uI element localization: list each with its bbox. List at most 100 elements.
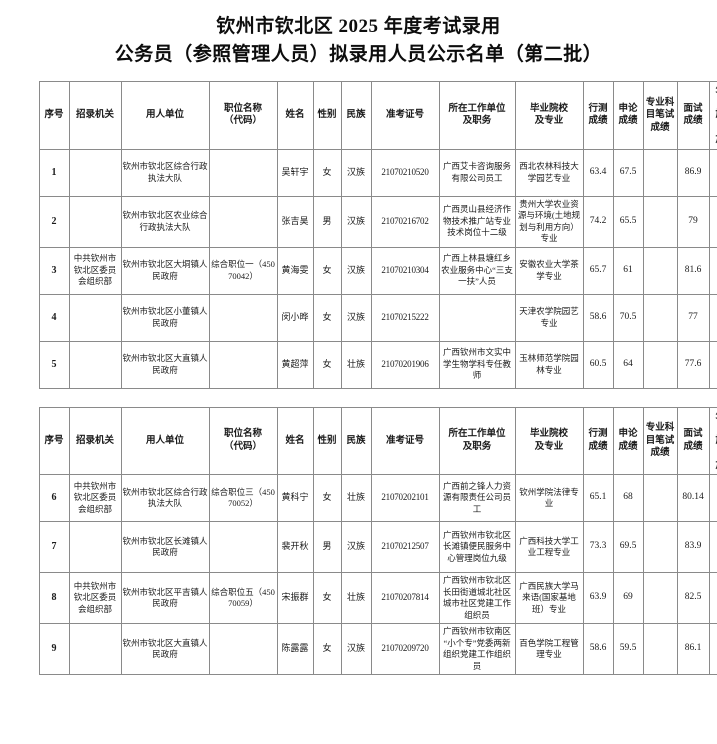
cell-seq: 1 xyxy=(38,148,70,197)
cell-ticket: 21070212507 xyxy=(370,521,440,573)
header-position-line1: 职位名称 xyxy=(223,103,262,114)
header-jiafen-line1: 少数民 xyxy=(715,411,717,434)
header-work-line2: 及职务 xyxy=(462,441,492,452)
cell-mianshi: 86.9 xyxy=(676,148,710,197)
cell-school: 安徽农业大学茶学专业 xyxy=(514,246,584,295)
header-seq: 序号 xyxy=(38,406,70,475)
header-position-line1: 职位名称 xyxy=(223,429,262,440)
header-shenlun-line2: 成绩 xyxy=(618,116,638,127)
page-title: 钦州市钦北区 2025 年度考试录用 公务员（参照管理人员）拟录用人员公示名单（… xyxy=(0,0,717,69)
cell-xingce: 63.4 xyxy=(582,148,614,197)
cell-gender: 女 xyxy=(312,474,342,522)
cell-ethnicity: 汉族 xyxy=(340,195,372,248)
cell-unit: 钦州市钦北区平吉镇人民政府 xyxy=(120,572,210,624)
cell-agency xyxy=(68,148,122,197)
candidates-table-1: 序号 招录机关 用人单位 职位名称 （代码） 姓名 性别 民族 准考证号 所在工… xyxy=(38,81,717,389)
table-row: 6 中共钦州市钦北区委员会组织部 钦州市钦北区综合行政执法大队 综合职位三（45… xyxy=(38,474,717,522)
header-school-line1: 毕业院校 xyxy=(529,429,568,440)
cell-ethnicity: 汉族 xyxy=(340,623,372,675)
cell-seq: 4 xyxy=(38,293,70,342)
table-body-1: 1 钦州市钦北区综合行政执法大队 吴轩宇 女 汉族 21070210520 广西… xyxy=(38,148,717,389)
cell-unit: 钦州市钦北区综合行政执法大队 xyxy=(120,148,210,197)
cell-shenlun: 61 xyxy=(612,246,644,295)
cell-agency xyxy=(68,521,122,573)
cell-shenlun: 64 xyxy=(612,340,644,389)
cell-work: 广西钦州市钦南区“小个专”党委两新组织党建工作组织员 xyxy=(438,623,516,675)
cell-work: 广西艾卡咨询服务有限公司员工 xyxy=(438,148,516,197)
header-work: 所在工作单位 及职务 xyxy=(438,81,516,150)
table-row: 2 钦州市钦北区农业综合行政执法大队 张吉昊 男 汉族 21070216702 … xyxy=(38,195,717,248)
header-school-line2: 及专业 xyxy=(534,116,564,127)
cell-school: 百色学院工程管理专业 xyxy=(514,623,584,675)
cell-position: 综合职位一（45070042） xyxy=(208,246,278,295)
header-shenlun-line1: 申论 xyxy=(618,429,638,440)
cell-xingce: 58.6 xyxy=(582,623,614,675)
header-jiafen: 少数民 族照顾 加分 xyxy=(708,406,717,475)
cell-ethnicity: 壮族 xyxy=(340,340,372,389)
cell-jiafen xyxy=(708,246,717,295)
cell-ticket: 21070215222 xyxy=(370,293,440,342)
cell-work: 广西灵山县经济作物技术推广站专业技术岗位十二级 xyxy=(438,195,516,248)
table-header-row: 序号 招录机关 用人单位 职位名称 （代码） 姓名 性别 民族 准考证号 所在工… xyxy=(38,81,717,150)
cell-ticket: 21070202101 xyxy=(370,474,440,522)
table-row: 5 钦州市钦北区大直镇人民政府 黄超萍 女 壮族 21070201906 广西钦… xyxy=(38,340,717,389)
table-row: 9 钦州市钦北区大直镇人民政府 陈露露 女 汉族 21070209720 广西钦… xyxy=(38,623,717,675)
header-work-line2: 及职务 xyxy=(462,116,492,127)
header-mianshi: 面试 成绩 xyxy=(676,81,710,150)
cell-zhuanye xyxy=(642,293,678,342)
cell-shenlun: 68 xyxy=(612,474,644,522)
header-shenlun-line1: 申论 xyxy=(618,103,638,114)
header-mianshi-line1: 面试 xyxy=(683,429,703,440)
table-row: 8 中共钦州市钦北区委员会组织部 钦州市钦北区平吉镇人民政府 综合职位五（450… xyxy=(38,572,717,624)
cell-seq: 6 xyxy=(38,474,70,522)
header-jiafen-line1: 少数民 xyxy=(715,85,717,108)
table-row: 3 中共钦州市钦北区委员会组织部 钦州市钦北区大垌镇人民政府 综合职位一（450… xyxy=(38,246,717,295)
cell-name: 陈露露 xyxy=(276,623,314,675)
cell-gender: 男 xyxy=(312,195,342,248)
header-work-line1: 所在工作单位 xyxy=(448,103,506,114)
header-zhuanye: 专业科 目笔试 成绩 xyxy=(642,406,678,475)
table-row: 1 钦州市钦北区综合行政执法大队 吴轩宇 女 汉族 21070210520 广西… xyxy=(38,148,717,197)
header-position-line2: （代码） xyxy=(223,116,262,127)
header-zhuanye: 专业科 目笔试 成绩 xyxy=(642,81,678,150)
cell-gender: 女 xyxy=(312,623,342,675)
cell-unit: 钦州市钦北区大直镇人民政府 xyxy=(120,340,210,389)
cell-work: 广西钦州市文实中学生物学科专任教师 xyxy=(438,340,516,389)
cell-school: 天津农学院园艺专业 xyxy=(514,293,584,342)
cell-ethnicity: 汉族 xyxy=(340,148,372,197)
cell-position: 综合职位五（45070059） xyxy=(208,572,278,624)
table-row: 7 钦州市钦北区长滩镇人民政府 裴开秋 男 汉族 21070212507 广西钦… xyxy=(38,521,717,573)
cell-mianshi: 83.9 xyxy=(676,521,710,573)
cell-jiafen xyxy=(708,148,717,197)
cell-zhuanye xyxy=(642,623,678,675)
cell-zhuanye xyxy=(642,521,678,573)
cell-school: 西北农林科技大学园艺专业 xyxy=(514,148,584,197)
table-header-row: 序号 招录机关 用人单位 职位名称 （代码） 姓名 性别 民族 准考证号 所在工… xyxy=(38,406,717,475)
header-agency: 招录机关 xyxy=(68,406,122,475)
header-jiafen-line3: 加分 xyxy=(715,461,717,471)
cell-seq: 3 xyxy=(38,246,70,295)
cell-xingce: 65.7 xyxy=(582,246,614,295)
header-zhuanye-line1: 专业科 xyxy=(645,423,675,433)
cell-gender: 女 xyxy=(312,572,342,624)
header-ethnicity: 民族 xyxy=(340,406,372,475)
cell-shenlun: 59.5 xyxy=(612,623,644,675)
cell-ticket: 21070210520 xyxy=(370,148,440,197)
cell-mianshi: 81.6 xyxy=(676,246,710,295)
cell-jiafen xyxy=(708,195,717,248)
cell-gender: 女 xyxy=(312,340,342,389)
cell-agency xyxy=(68,293,122,342)
cell-agency xyxy=(68,340,122,389)
cell-school: 广西科技大学工业工程专业 xyxy=(514,521,584,573)
header-shenlun-line2: 成绩 xyxy=(618,441,638,452)
header-zhuanye-line1: 专业科 xyxy=(645,97,675,108)
cell-name: 黄海雯 xyxy=(276,246,314,295)
cell-xingce: 73.3 xyxy=(582,521,614,573)
table-row: 4 钦州市钦北区小董镇人民政府 闵小晔 女 汉族 21070215222 天津农… xyxy=(38,293,717,342)
header-unit: 用人单位 xyxy=(120,406,210,475)
cell-unit: 钦州市钦北区小董镇人民政府 xyxy=(120,293,210,342)
cell-work: 广西钦州市钦北区长田街道城北社区城市社区党建工作组织员 xyxy=(438,572,516,624)
cell-seq: 9 xyxy=(38,623,70,675)
header-ethnicity: 民族 xyxy=(340,81,372,150)
cell-name: 宋振群 xyxy=(276,572,314,624)
